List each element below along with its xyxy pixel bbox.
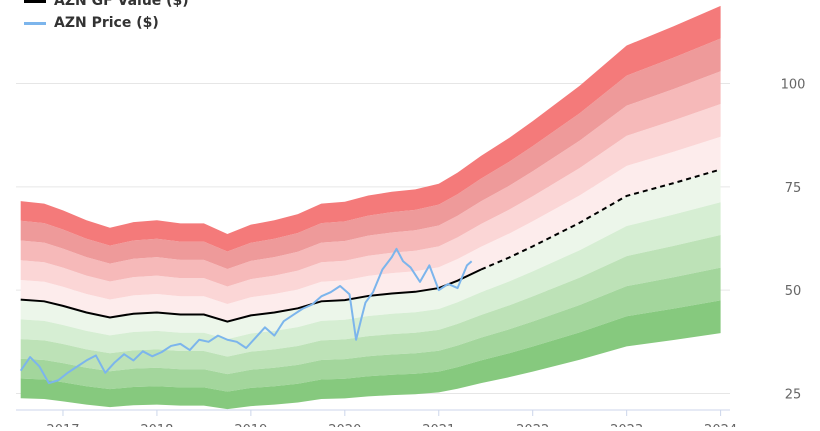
upper-band-3 [20, 71, 721, 287]
upper-band-2 [20, 104, 721, 305]
x-tick-label-2023: 2023 [610, 423, 643, 427]
legend-swatch-gf-value [24, 0, 46, 3]
chart-legend: AZN GF Value ($) AZN Price ($) [24, 0, 189, 34]
gf-value-forecast-line [480, 168, 721, 271]
y-tick-label-50: 50 [785, 284, 802, 299]
gf-value-line [20, 268, 482, 323]
upper-band-4 [20, 38, 721, 269]
x-tick-label-2022: 2022 [516, 423, 549, 427]
y-tick-label-100: 100 [781, 78, 806, 93]
lower-band-1 [20, 169, 721, 340]
x-tick-label-2021: 2021 [422, 423, 455, 427]
x-tick-label-2020: 2020 [328, 423, 361, 427]
lower-band-4 [20, 267, 721, 392]
legend-item-gf-value[interactable]: AZN GF Value ($) [24, 0, 189, 12]
x-tick-label-2017: 2017 [46, 423, 79, 427]
y-tick-label-75: 75 [785, 181, 802, 196]
x-tick-label-2018: 2018 [140, 423, 173, 427]
x-tick-label-2019: 2019 [234, 423, 267, 427]
y-tick-label-25: 25 [785, 387, 802, 402]
upper-band-5 [20, 5, 721, 252]
lower-band-5 [20, 300, 721, 410]
price-line [19, 247, 473, 385]
x-tick-label-2024: 2024 [704, 423, 737, 427]
upper-band-1 [20, 136, 721, 322]
legend-label-price: AZN Price ($) [54, 15, 159, 31]
legend-label-gf-value: AZN GF Value ($) [54, 0, 189, 9]
legend-swatch-price [24, 21, 46, 25]
lower-band-2 [20, 202, 721, 357]
legend-item-price[interactable]: AZN Price ($) [24, 12, 189, 34]
lower-band-3 [20, 234, 721, 375]
